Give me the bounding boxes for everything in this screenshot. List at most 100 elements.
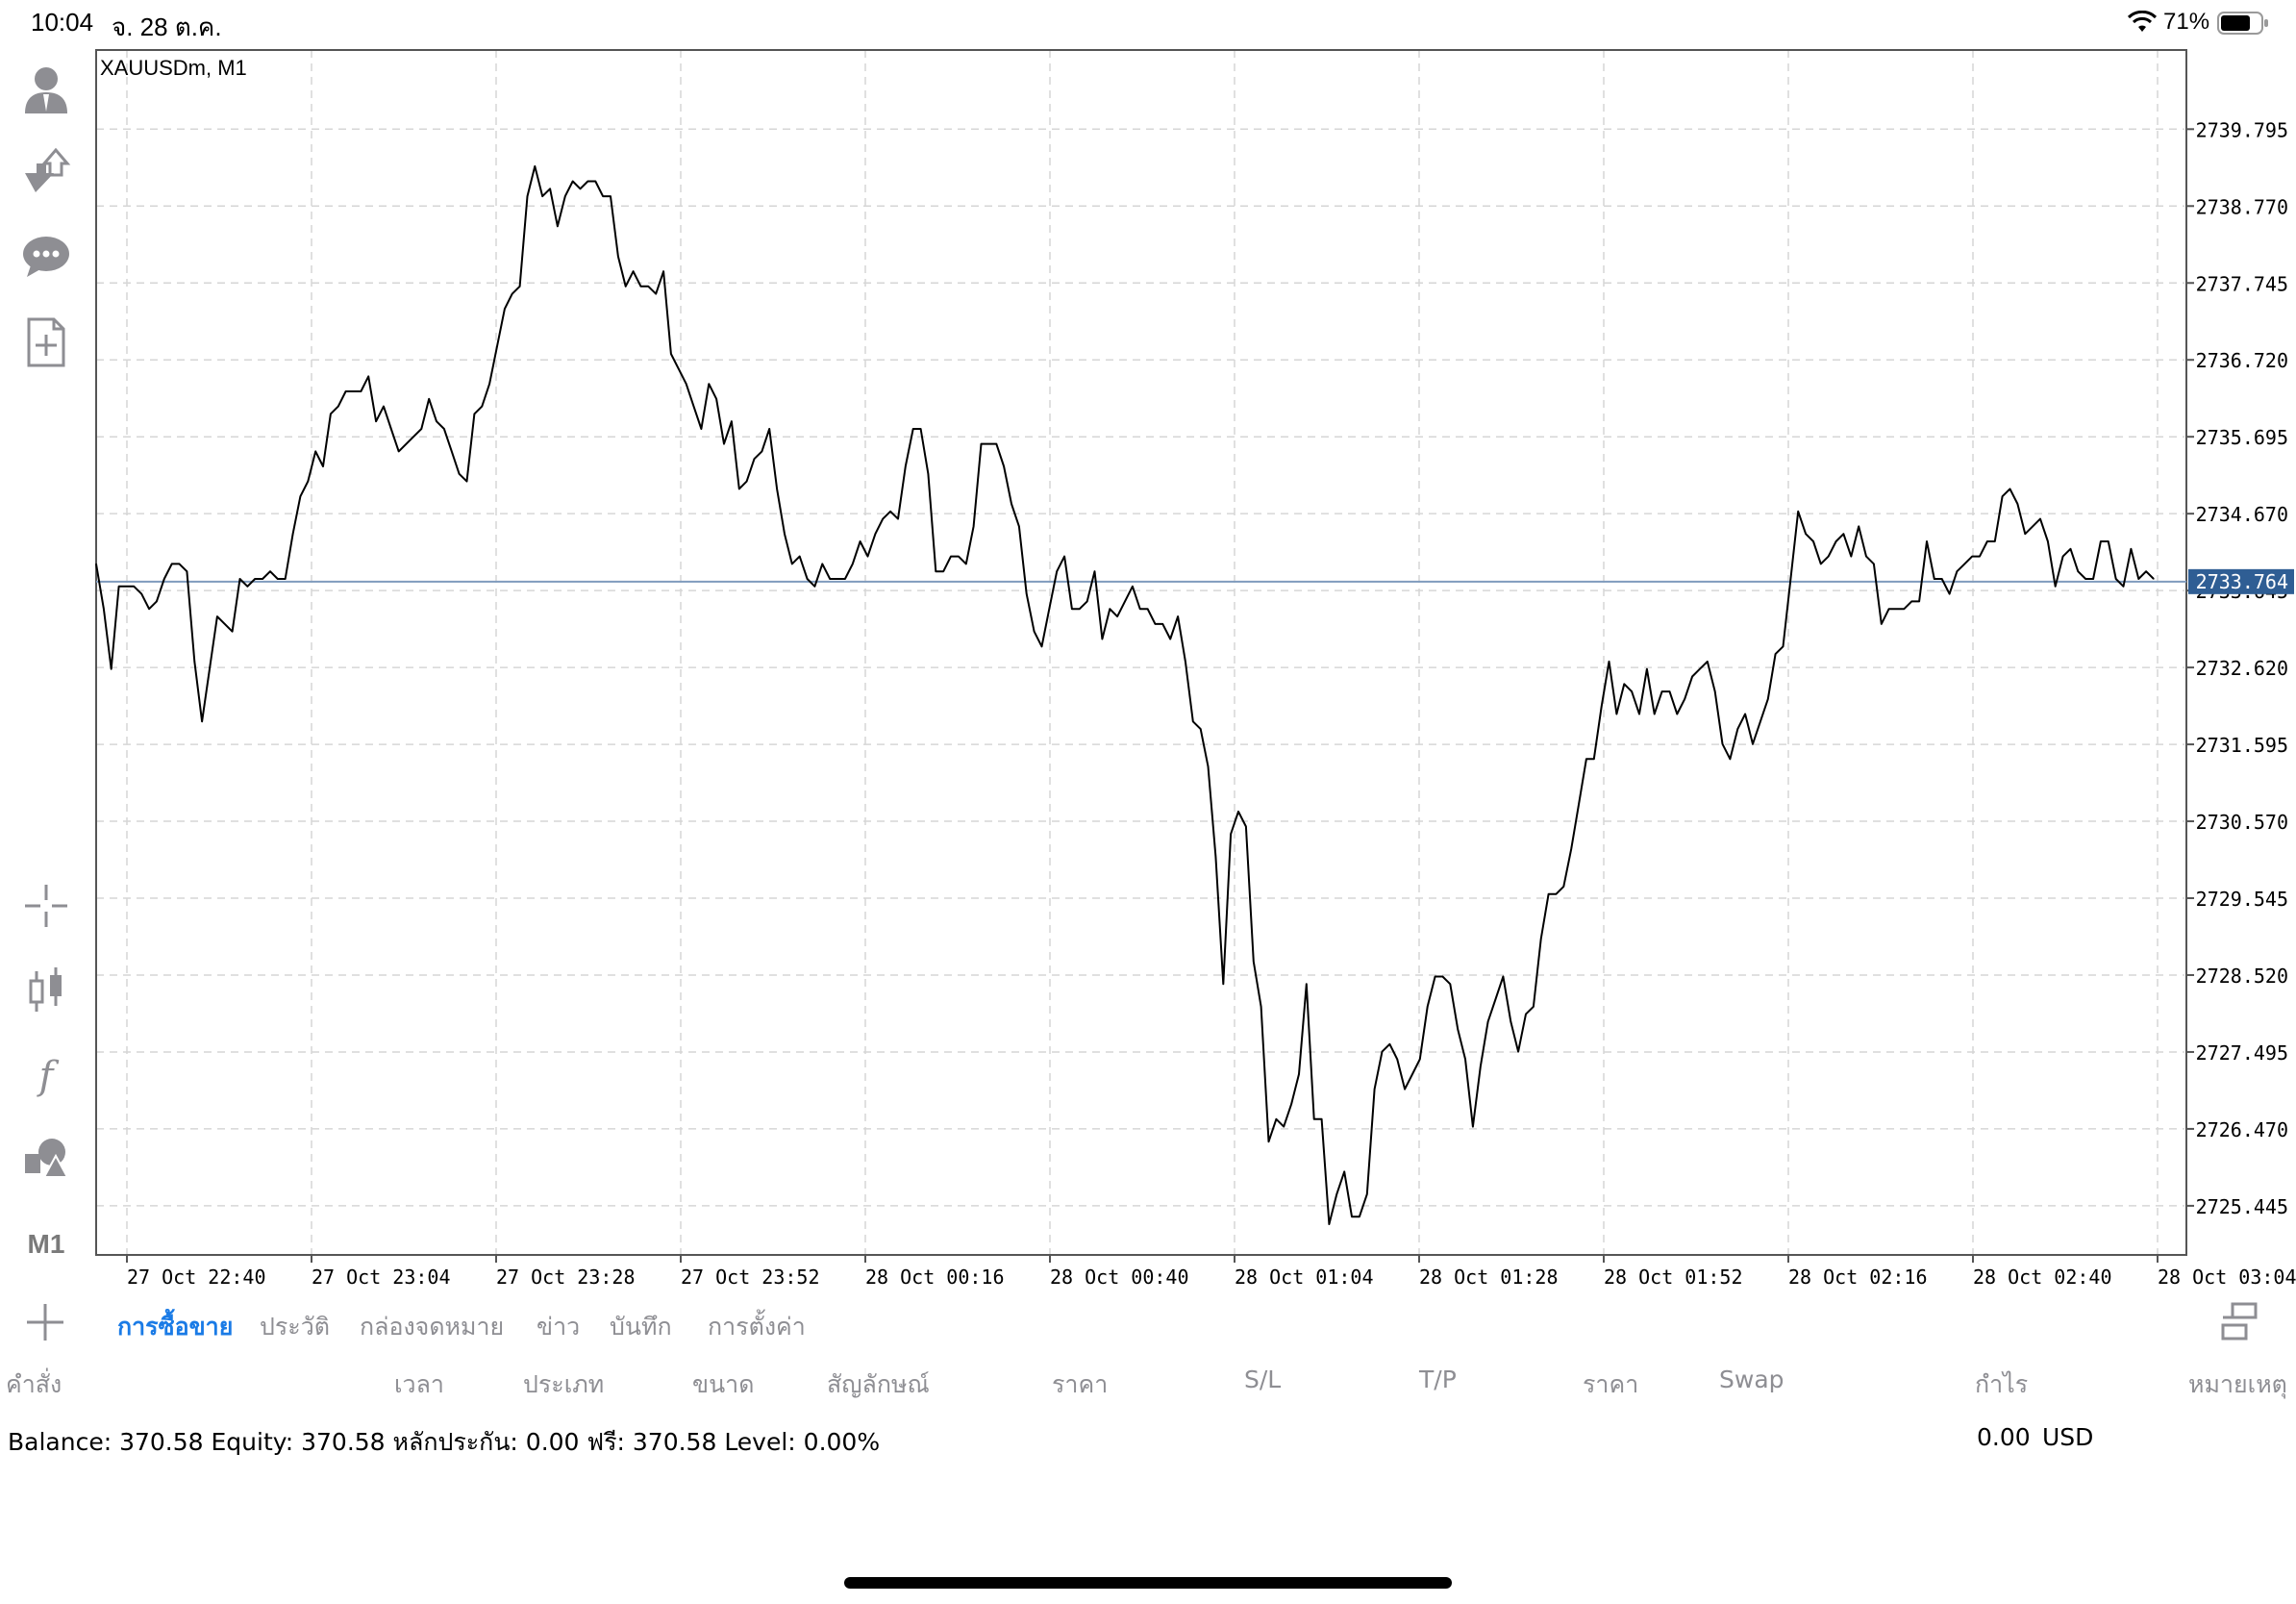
price-point bbox=[866, 556, 869, 558]
price-point bbox=[1828, 556, 1830, 558]
price-point bbox=[1321, 1118, 1323, 1120]
price-point bbox=[345, 390, 347, 392]
price-point bbox=[1555, 893, 1558, 895]
price-point bbox=[262, 578, 263, 580]
chart-type-button[interactable] bbox=[17, 962, 75, 1019]
price-point bbox=[406, 443, 408, 445]
price-point bbox=[375, 420, 377, 422]
price-point bbox=[428, 398, 430, 400]
price-point bbox=[2062, 556, 2064, 558]
column-time[interactable]: เวลา bbox=[394, 1370, 444, 1398]
price-point bbox=[1214, 856, 1216, 858]
column-profit[interactable]: กำไร bbox=[1975, 1370, 2029, 1398]
trade-button[interactable] bbox=[17, 140, 75, 198]
price-point bbox=[927, 473, 930, 475]
y-tick-label: 2726.470 bbox=[2196, 1118, 2288, 1141]
price-point bbox=[1328, 1223, 1330, 1225]
timeframe-button[interactable]: M1 bbox=[17, 1216, 75, 1273]
column-current-price[interactable]: ราคา bbox=[1583, 1370, 1639, 1398]
column-symbol[interactable]: สัญลักษณ์ bbox=[827, 1370, 930, 1398]
crosshair-button[interactable] bbox=[17, 877, 75, 935]
column-sl[interactable]: S/L bbox=[1244, 1366, 1282, 1393]
price-point bbox=[1926, 540, 1928, 542]
price-point bbox=[277, 578, 279, 580]
tab-mailbox[interactable]: กล่องจดหมาย bbox=[360, 1313, 505, 1341]
price-point bbox=[1388, 1043, 1390, 1045]
price-point bbox=[2115, 578, 2117, 580]
price-point bbox=[322, 465, 324, 467]
column-order[interactable]: คำสั่ง bbox=[6, 1370, 62, 1398]
column-volume[interactable]: ขนาด bbox=[692, 1370, 755, 1398]
column-swap[interactable]: Swap bbox=[1719, 1366, 1784, 1393]
crosshair-icon bbox=[25, 885, 67, 927]
tab-settings[interactable]: การตั้งค่า bbox=[708, 1313, 806, 1341]
column-comment[interactable]: หมายเหตุ bbox=[2188, 1370, 2287, 1398]
objects-icon bbox=[25, 1139, 69, 1178]
chart-grid bbox=[96, 50, 2194, 1263]
tab-history[interactable]: ประวัติ bbox=[260, 1313, 330, 1341]
price-point bbox=[238, 578, 241, 580]
price-point bbox=[118, 586, 120, 588]
price-point bbox=[307, 481, 309, 483]
price-point bbox=[708, 383, 710, 385]
price-point bbox=[1910, 600, 1912, 603]
price-point bbox=[1971, 556, 1973, 558]
price-chart[interactable]: XAUUSDm, M1 2739.795 2738.770 2737.745 2736… bbox=[0, 38, 2296, 1289]
price-point bbox=[625, 286, 627, 288]
tab-trade[interactable]: การซื้อขาย bbox=[117, 1313, 234, 1341]
layout-icon[interactable] bbox=[2219, 1300, 2261, 1342]
price-point bbox=[1161, 623, 1163, 625]
price-point bbox=[1533, 1006, 1535, 1008]
price-point bbox=[1200, 728, 1202, 730]
price-point bbox=[1608, 661, 1610, 663]
price-point bbox=[481, 406, 483, 408]
price-point bbox=[950, 556, 952, 558]
price-point bbox=[285, 578, 287, 580]
add-icon[interactable] bbox=[21, 1298, 69, 1346]
price-point bbox=[1063, 556, 1065, 558]
price-point bbox=[1366, 1193, 1368, 1195]
price-point bbox=[1487, 1020, 1489, 1022]
price-point bbox=[889, 511, 891, 513]
price-point bbox=[1116, 615, 1118, 617]
price-point bbox=[784, 533, 786, 535]
price-point bbox=[383, 406, 385, 408]
tab-news[interactable]: ข่าว bbox=[537, 1313, 581, 1341]
account-summary: Balance: 370.58 Equity: 370.58 หลักประกั… bbox=[8, 1428, 881, 1456]
column-type[interactable]: ประเภท bbox=[523, 1370, 605, 1398]
new-order-button[interactable] bbox=[17, 313, 75, 371]
price-point bbox=[1540, 938, 1542, 940]
column-price[interactable]: ราคา bbox=[1052, 1370, 1109, 1398]
y-tick-label: 2736.720 bbox=[2196, 349, 2288, 372]
chat-button[interactable] bbox=[17, 227, 75, 285]
price-point bbox=[224, 623, 226, 625]
price-point bbox=[148, 608, 150, 610]
price-point bbox=[662, 270, 664, 272]
current-price-text: 2733.764 bbox=[2196, 570, 2288, 593]
column-tp[interactable]: T/P bbox=[1419, 1366, 1457, 1393]
tab-journal[interactable]: บันทึก bbox=[610, 1313, 672, 1341]
price-point bbox=[1835, 540, 1837, 542]
price-point bbox=[1034, 631, 1036, 633]
y-tick-label: 2730.570 bbox=[2196, 811, 2288, 834]
price-point bbox=[1093, 570, 1096, 572]
price-point bbox=[254, 578, 256, 580]
price-point bbox=[670, 353, 672, 355]
price-point bbox=[465, 481, 468, 483]
price-point bbox=[1351, 1216, 1353, 1217]
account-button[interactable] bbox=[17, 60, 75, 117]
price-point bbox=[2002, 495, 2004, 497]
y-axis-labels: 2739.795 2738.770 2737.745 2736.720 2735.695… bbox=[2196, 118, 2288, 1218]
price-point bbox=[140, 593, 142, 595]
price-point bbox=[761, 450, 763, 452]
price-point bbox=[1668, 690, 1671, 692]
price-point bbox=[1230, 833, 1232, 835]
price-point bbox=[973, 525, 975, 527]
price-point bbox=[942, 570, 944, 572]
objects-button[interactable] bbox=[17, 1131, 75, 1189]
price-point bbox=[731, 420, 733, 422]
price-point bbox=[459, 473, 461, 475]
profit-currency: USD bbox=[2042, 1423, 2094, 1451]
price-point bbox=[1040, 645, 1043, 647]
indicators-button[interactable]: f bbox=[17, 1046, 75, 1104]
